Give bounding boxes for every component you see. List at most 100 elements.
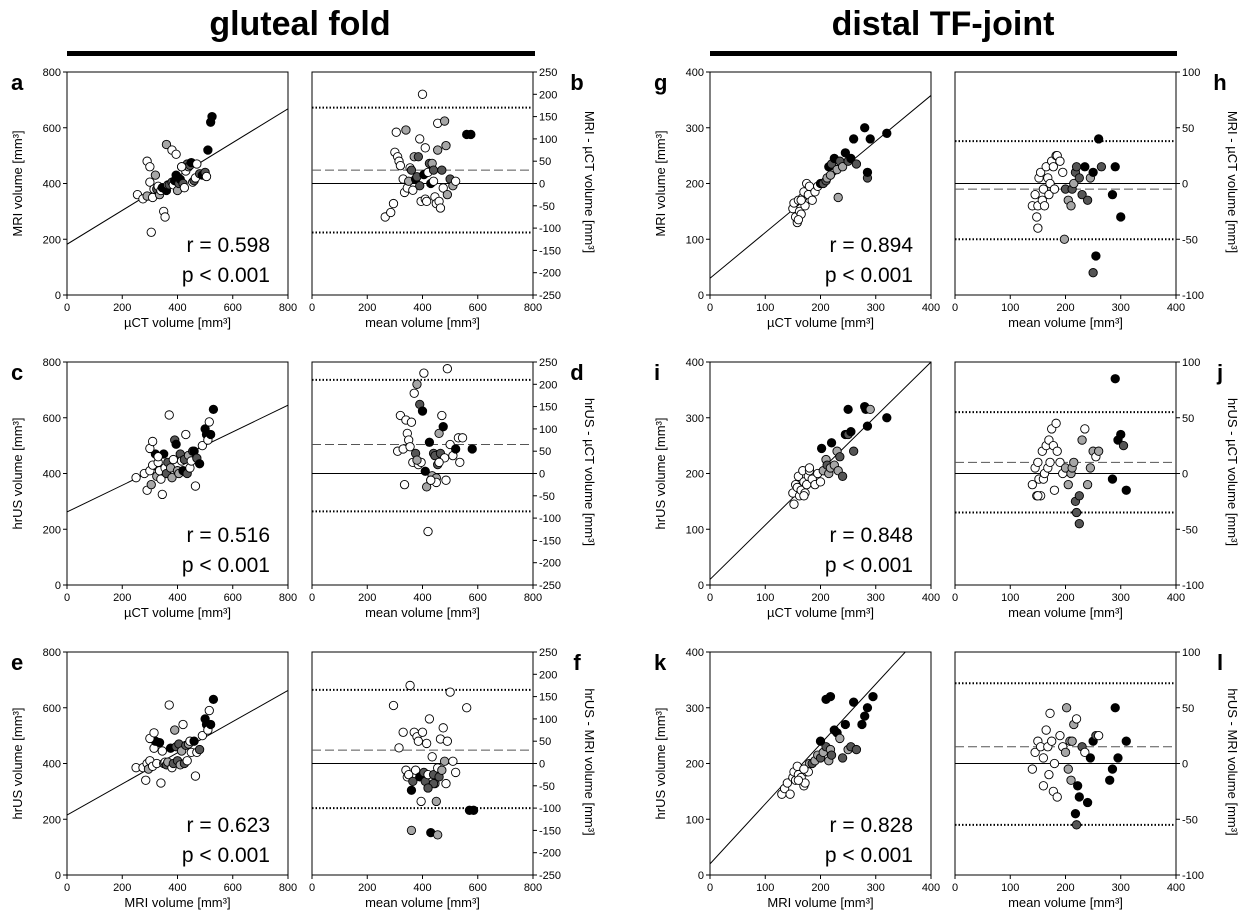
correlation-p: p < 0.001 xyxy=(825,844,913,867)
data-point xyxy=(1033,223,1043,233)
data-point xyxy=(1027,764,1038,774)
x-tick-label: 800 xyxy=(279,302,297,314)
data-point xyxy=(1116,212,1126,222)
data-point xyxy=(1085,753,1096,763)
plot-area xyxy=(710,95,931,279)
y-tick-label: 600 xyxy=(43,413,61,425)
data-point xyxy=(189,736,199,746)
y-tick-label: 800 xyxy=(43,67,61,79)
data-point xyxy=(438,723,448,733)
data-point xyxy=(1094,730,1104,741)
data-point xyxy=(1080,747,1090,757)
y-axis-label: MRI - µCT volume [mm³] xyxy=(1225,111,1240,253)
y-tick-label: 0 xyxy=(698,290,704,302)
data-point xyxy=(1073,781,1083,791)
x-tick-label: 400 xyxy=(1167,882,1185,894)
y-tick-label: -100 xyxy=(539,513,561,525)
data-point xyxy=(1038,184,1049,194)
data-point xyxy=(399,479,410,490)
data-point xyxy=(208,694,219,705)
data-point xyxy=(1044,189,1054,200)
x-tick-label: 0 xyxy=(707,592,713,604)
data-point xyxy=(141,775,151,785)
data-point xyxy=(849,446,859,456)
data-point xyxy=(421,196,432,206)
x-tick-label: 200 xyxy=(811,302,829,314)
data-point xyxy=(412,455,422,465)
data-point xyxy=(404,770,414,780)
data-point xyxy=(462,703,472,713)
data-point xyxy=(423,783,433,793)
correlation-r: r = 0.516 xyxy=(187,524,270,547)
data-point xyxy=(441,475,451,485)
x-tick-label: 600 xyxy=(224,302,242,314)
data-point xyxy=(442,364,453,374)
data-point xyxy=(860,123,870,133)
data-point xyxy=(421,482,432,492)
x-tick-label: 100 xyxy=(1001,302,1019,314)
data-point xyxy=(1107,474,1118,484)
panel-e: 0 200 400 600 800 MRI volume [mm³] 0 200 400 600 8… xyxy=(10,647,297,910)
data-point xyxy=(405,442,415,452)
data-point xyxy=(1049,758,1060,769)
y-tick-label: 300 xyxy=(686,123,704,135)
data-point xyxy=(1059,234,1070,244)
correlation-r: r = 0.598 xyxy=(187,234,270,257)
x-tick-label: 200 xyxy=(113,302,131,314)
data-point xyxy=(181,429,191,440)
data-point xyxy=(448,756,458,766)
data-point xyxy=(1063,479,1073,490)
data-point xyxy=(190,481,201,491)
data-point xyxy=(1094,134,1104,144)
plot-area xyxy=(312,680,533,840)
x-tick-label: 800 xyxy=(279,592,297,604)
y-tick-label: 400 xyxy=(43,759,61,771)
data-point xyxy=(391,127,401,137)
y-tick-label: -50 xyxy=(1182,524,1198,536)
data-point xyxy=(153,452,163,462)
data-point xyxy=(439,116,450,126)
data-point xyxy=(410,765,421,775)
data-point xyxy=(156,474,166,484)
data-point xyxy=(1066,201,1076,211)
x-tick-label: 400 xyxy=(413,592,431,604)
y-tick-label: 200 xyxy=(539,669,557,681)
x-tick-label: 200 xyxy=(358,882,376,894)
panel-i: 0 100 200 300 400 µCT volume [mm³] 0 100 200 300 4… xyxy=(653,357,940,620)
x-tick-label: 100 xyxy=(1001,882,1019,894)
data-point xyxy=(445,687,455,697)
data-point xyxy=(441,140,451,151)
data-point xyxy=(190,771,201,781)
data-point xyxy=(157,489,167,500)
x-tick-label: 100 xyxy=(756,592,774,604)
y-tick-label: 100 xyxy=(539,424,557,436)
panels: 0 200 400 600 800 µCT volume [mm³] 0 200 400 600 8… xyxy=(10,67,1240,910)
x-axis-label: µCT volume [mm³] xyxy=(767,315,874,330)
correlation-r: r = 0.848 xyxy=(830,524,913,547)
x-tick-label: 600 xyxy=(469,592,487,604)
x-tick-label: 300 xyxy=(867,882,885,894)
data-point xyxy=(1055,156,1065,166)
data-point xyxy=(1060,747,1071,757)
data-point xyxy=(406,165,417,175)
data-point xyxy=(1071,162,1082,172)
data-point xyxy=(427,752,437,762)
data-point xyxy=(171,439,181,449)
y-tick-label: 250 xyxy=(539,647,557,659)
correlation-r: r = 0.623 xyxy=(187,814,270,837)
panel-l: 0 100 200 300 400 mean volume [mm³] -100 -50 0 50… xyxy=(952,647,1240,910)
data-point xyxy=(386,207,396,218)
x-tick-label: 400 xyxy=(922,302,940,314)
data-point xyxy=(796,195,806,205)
data-point xyxy=(1085,463,1096,473)
y-tick-label: 50 xyxy=(1182,123,1194,135)
data-point xyxy=(1052,792,1062,802)
y-tick-label: 0 xyxy=(55,290,61,302)
x-tick-label: 600 xyxy=(469,302,487,314)
y-tick-label: 50 xyxy=(1182,703,1194,715)
data-point xyxy=(442,189,453,200)
data-point xyxy=(412,379,422,389)
y-tick-label: 250 xyxy=(539,357,557,369)
y-tick-label: 400 xyxy=(43,179,61,191)
x-tick-label: 0 xyxy=(64,592,70,604)
